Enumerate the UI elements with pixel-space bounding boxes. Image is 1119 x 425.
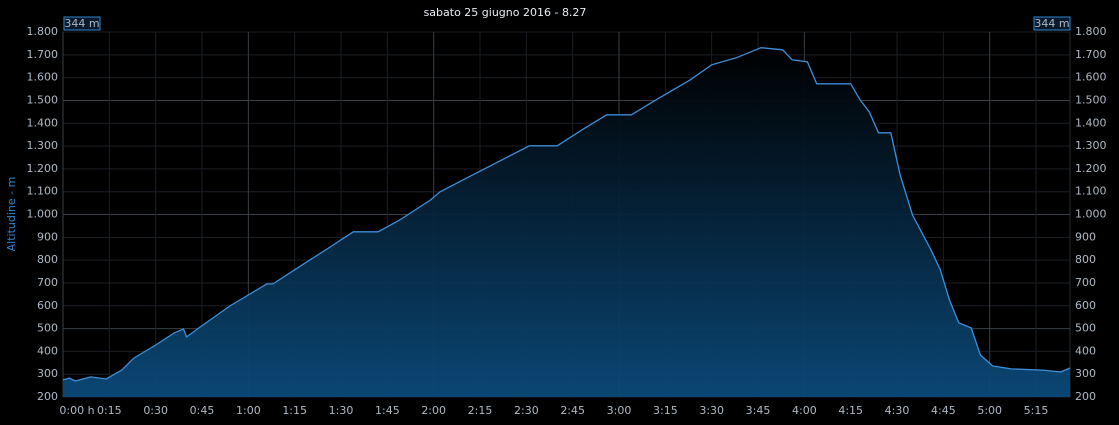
y-tick-label: 300 [37, 367, 58, 380]
x-tick-label: 4:15 [838, 404, 863, 417]
y2-tick-label: 1.200 [1075, 162, 1107, 175]
y2-tick-label: 700 [1075, 276, 1096, 289]
y2-tick-label: 1.400 [1075, 116, 1107, 129]
y2-tick-label: 300 [1075, 367, 1096, 380]
y2-tick-label: 1.600 [1075, 71, 1107, 84]
x-tick-label: 4:30 [885, 404, 910, 417]
x-tick-label: 1:30 [329, 404, 354, 417]
x-tick-label: 3:00 [607, 404, 632, 417]
y-tick-label: 900 [37, 230, 58, 243]
y2-tick-label: 600 [1075, 299, 1096, 312]
chart-title: sabato 25 giugno 2016 - 8.27 [424, 6, 587, 19]
y-tick-label: 1.200 [27, 162, 59, 175]
y2-tick-label: 1.000 [1075, 208, 1107, 221]
y-tick-label: 1.000 [27, 208, 59, 221]
x-tick-label: 5:00 [977, 404, 1002, 417]
y-tick-label: 1.700 [27, 48, 59, 61]
y2-tick-label: 1.500 [1075, 93, 1107, 106]
x-tick-label: 3:45 [746, 404, 771, 417]
y-tick-label: 200 [37, 390, 58, 403]
y-tick-label: 1.800 [27, 25, 59, 38]
annotation-box [1033, 16, 1071, 31]
x-tick-label: 3:15 [653, 404, 678, 417]
y-tick-label: 1.400 [27, 116, 59, 129]
y-tick-label: 1.500 [27, 93, 59, 106]
y2-tick-label: 500 [1075, 322, 1096, 335]
y2-tick-label: 900 [1075, 230, 1096, 243]
y2-tick-label: 200 [1075, 390, 1096, 403]
y2-tick-label: 1.800 [1075, 25, 1107, 38]
y-tick-label: 500 [37, 322, 58, 335]
x-tick-label: 2:30 [514, 404, 539, 417]
x-tick-label: 0:30 [143, 404, 168, 417]
y2-tick-label: 1.100 [1075, 185, 1107, 198]
annotation: 344 m [64, 17, 99, 30]
x-tick-label: 0:00 h [59, 404, 94, 417]
y-tick-label: 1.300 [27, 139, 59, 152]
x-tick-label: 1:15 [282, 404, 307, 417]
x-tick-label: 4:00 [792, 404, 817, 417]
x-tick-label: 1:45 [375, 404, 400, 417]
y-tick-label: 700 [37, 276, 58, 289]
annotation: 344 m [1034, 17, 1069, 30]
x-tick-label: 2:00 [421, 404, 446, 417]
altitude-line [62, 47, 1071, 382]
x-tick-label: 5:15 [1024, 404, 1049, 417]
annotation-box [63, 16, 101, 31]
x-tick-label: 0:45 [190, 404, 215, 417]
y-axis-label: Altitudine - m [5, 177, 18, 252]
x-tick-label: 2:15 [468, 404, 493, 417]
y2-tick-label: 1.300 [1075, 139, 1107, 152]
x-tick-label: 4:45 [931, 404, 956, 417]
x-tick-label: 2:45 [560, 404, 585, 417]
area-fill [63, 47, 1070, 397]
y-tick-label: 600 [37, 299, 58, 312]
y-tick-label: 1.600 [27, 71, 59, 84]
x-tick-label: 1:00 [236, 404, 261, 417]
y2-tick-label: 400 [1075, 344, 1096, 357]
x-tick-label: 0:15 [97, 404, 122, 417]
x-tick-label: 3:30 [699, 404, 724, 417]
y-tick-label: 400 [37, 344, 58, 357]
y2-tick-label: 1.700 [1075, 48, 1107, 61]
y-tick-label: 800 [37, 253, 58, 266]
y-tick-label: 1.100 [27, 185, 59, 198]
y2-tick-label: 800 [1075, 253, 1096, 266]
